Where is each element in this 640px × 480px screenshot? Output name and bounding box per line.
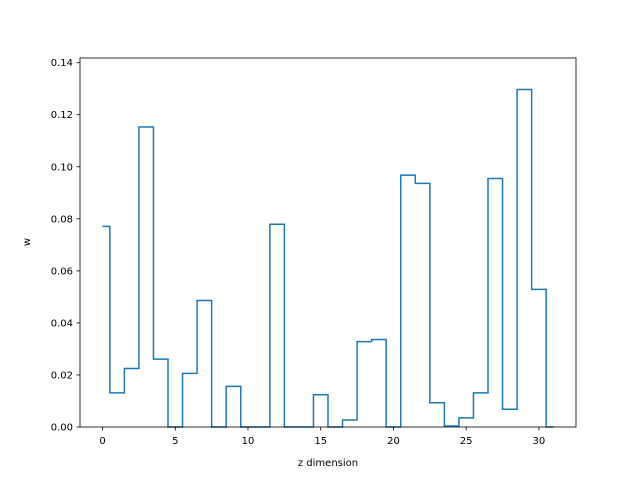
y-tick-label: 0.08 xyxy=(51,214,73,225)
axes: 0 5 10 15 20 25 30 0.00 0.02 0.04 0.06 0.08 0.10 0.12… xyxy=(51,57,577,447)
x-tick-label: 25 xyxy=(460,436,473,447)
y-tick-label: 0.14 xyxy=(51,58,73,69)
y-tick-label: 0.12 xyxy=(51,110,73,121)
x-tick-label: 15 xyxy=(314,436,327,447)
x-tick-label: 0 xyxy=(99,436,105,447)
y-tick-label: 0.00 xyxy=(51,423,73,434)
axes-frame xyxy=(79,57,577,428)
y-axis-label: w xyxy=(22,238,33,246)
y-tick-label: 0.10 xyxy=(51,162,73,173)
y-tick-label: 0.02 xyxy=(51,370,73,381)
y-tick-label: 0.06 xyxy=(51,266,73,277)
y-tick-label: 0.04 xyxy=(51,318,73,329)
x-axis-label: z dimension xyxy=(298,458,358,469)
x-tick-label: 20 xyxy=(387,436,400,447)
x-tick-label: 10 xyxy=(242,436,255,447)
x-tick-label: 5 xyxy=(172,436,178,447)
x-tick-label: 30 xyxy=(533,436,546,447)
